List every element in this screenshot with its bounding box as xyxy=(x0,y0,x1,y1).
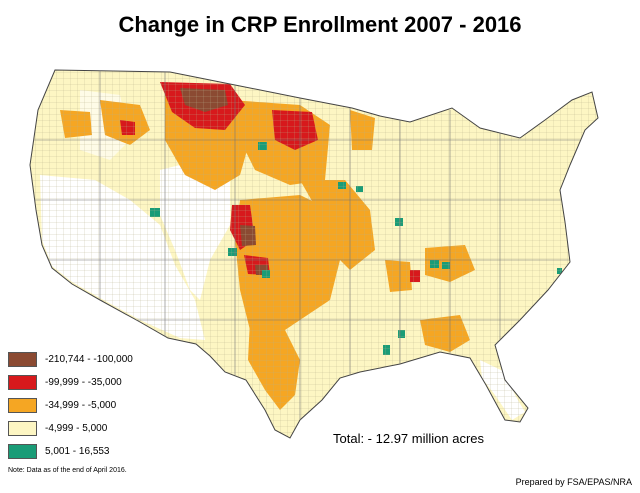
legend-swatch xyxy=(8,374,37,390)
legend-item: -4,999 - 5,000 xyxy=(8,418,133,438)
legend: -210,744 - -100,000 -99,999 - -35,000 -3… xyxy=(8,349,133,464)
legend-label: -210,744 - -100,000 xyxy=(45,353,133,365)
legend-swatch xyxy=(8,443,37,459)
data-note: Note: Data as of the end of April 2016. xyxy=(8,467,127,474)
legend-item: 5,001 - 16,553 xyxy=(8,441,133,461)
total-acres-label: Total: - 12.97 million acres xyxy=(333,431,485,446)
credit-label: Prepared by FSA/EPAS/NRA xyxy=(515,477,632,487)
legend-label: 5,001 - 16,553 xyxy=(45,445,110,457)
legend-swatch xyxy=(8,420,37,436)
legend-item: -34,999 - -5,000 xyxy=(8,395,133,415)
legend-swatch xyxy=(8,397,37,413)
legend-label: -4,999 - 5,000 xyxy=(45,422,108,434)
legend-swatch xyxy=(8,351,37,367)
legend-label: -99,999 - -35,000 xyxy=(45,376,122,388)
legend-label: -34,999 - -5,000 xyxy=(45,399,117,411)
map-title: Change in CRP Enrollment 2007 - 2016 xyxy=(118,12,522,37)
legend-item: -210,744 - -100,000 xyxy=(8,349,133,369)
legend-item: -99,999 - -35,000 xyxy=(8,372,133,392)
